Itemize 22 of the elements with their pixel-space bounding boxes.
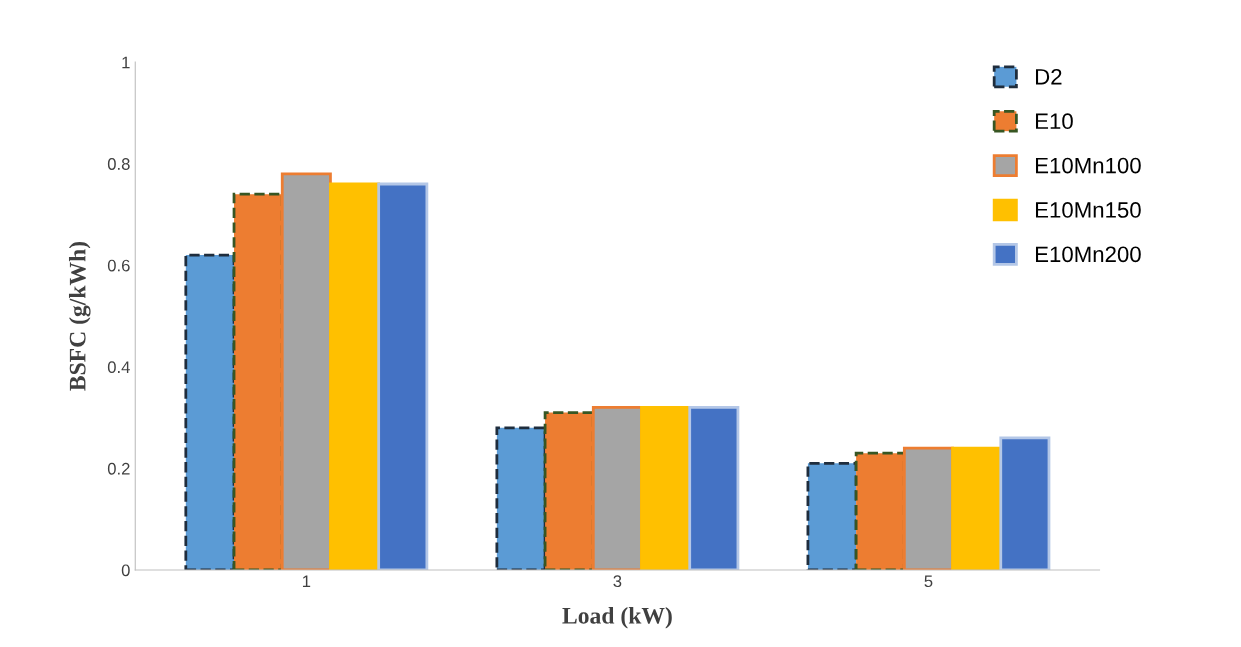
legend-label: E10Mn150 [1036, 202, 1141, 218]
legend-label: E10Mn100 [1036, 157, 1141, 174]
bar [184, 253, 236, 571]
legend-label: E10Mn200 [1036, 246, 1141, 263]
y-tick-label: 1 [122, 56, 130, 69]
y-tick-label: 0.6 [107, 259, 130, 272]
bar [806, 461, 858, 571]
legend-label: D2 [1036, 68, 1062, 85]
y-tick-label: 0.4 [107, 361, 130, 374]
bar [495, 426, 547, 571]
legend-label: E10 [1036, 113, 1073, 130]
y-tick-label: 0 [121, 564, 130, 577]
bar [688, 406, 740, 571]
x-axis-title: Load (kW) [562, 607, 672, 629]
bar [377, 182, 429, 571]
y-axis-title: BSFC (g/kWh) [68, 241, 91, 391]
x-tick-label: 3 [613, 575, 622, 588]
x-tick-label: 5 [924, 575, 933, 588]
x-tick-label: 1 [302, 575, 311, 587]
y-tick-label: 0.2 [107, 462, 130, 475]
y-tick-label: 0.8 [107, 158, 130, 170]
bar [999, 436, 1051, 571]
